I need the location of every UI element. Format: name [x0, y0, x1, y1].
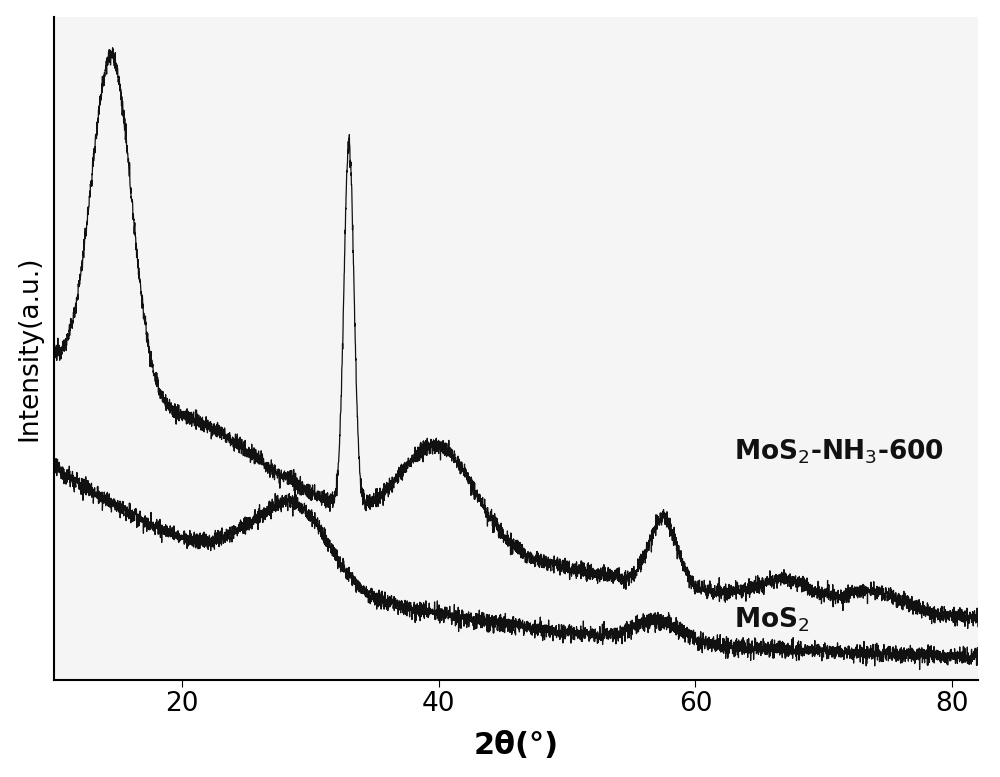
X-axis label: 2θ(°): 2θ(°) [473, 731, 558, 761]
Text: MoS$_2$-NH$_3$-600: MoS$_2$-NH$_3$-600 [734, 437, 944, 466]
Y-axis label: Intensity(a.u.): Intensity(a.u.) [17, 256, 43, 441]
Text: MoS$_2$: MoS$_2$ [734, 606, 810, 634]
